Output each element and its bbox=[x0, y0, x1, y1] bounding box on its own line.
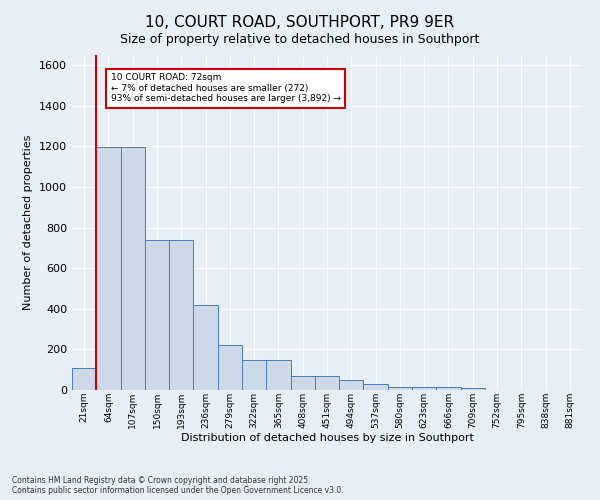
Y-axis label: Number of detached properties: Number of detached properties bbox=[23, 135, 34, 310]
Bar bbox=[121, 148, 145, 390]
Bar bbox=[266, 360, 290, 390]
Bar bbox=[145, 240, 169, 390]
Bar bbox=[364, 384, 388, 390]
Bar bbox=[96, 148, 121, 390]
Text: Size of property relative to detached houses in Southport: Size of property relative to detached ho… bbox=[121, 32, 479, 46]
Bar bbox=[461, 388, 485, 390]
Bar bbox=[193, 304, 218, 390]
Bar bbox=[169, 240, 193, 390]
Bar bbox=[290, 376, 315, 390]
Bar bbox=[339, 380, 364, 390]
Bar bbox=[242, 360, 266, 390]
Bar bbox=[72, 368, 96, 390]
Bar bbox=[436, 387, 461, 390]
Bar bbox=[388, 387, 412, 390]
X-axis label: Distribution of detached houses by size in Southport: Distribution of detached houses by size … bbox=[181, 434, 473, 444]
Bar bbox=[218, 346, 242, 390]
Bar bbox=[315, 376, 339, 390]
Bar bbox=[412, 387, 436, 390]
Text: Contains HM Land Registry data © Crown copyright and database right 2025.
Contai: Contains HM Land Registry data © Crown c… bbox=[12, 476, 344, 495]
Text: 10 COURT ROAD: 72sqm
← 7% of detached houses are smaller (272)
93% of semi-detac: 10 COURT ROAD: 72sqm ← 7% of detached ho… bbox=[111, 74, 341, 103]
Text: 10, COURT ROAD, SOUTHPORT, PR9 9ER: 10, COURT ROAD, SOUTHPORT, PR9 9ER bbox=[145, 15, 455, 30]
